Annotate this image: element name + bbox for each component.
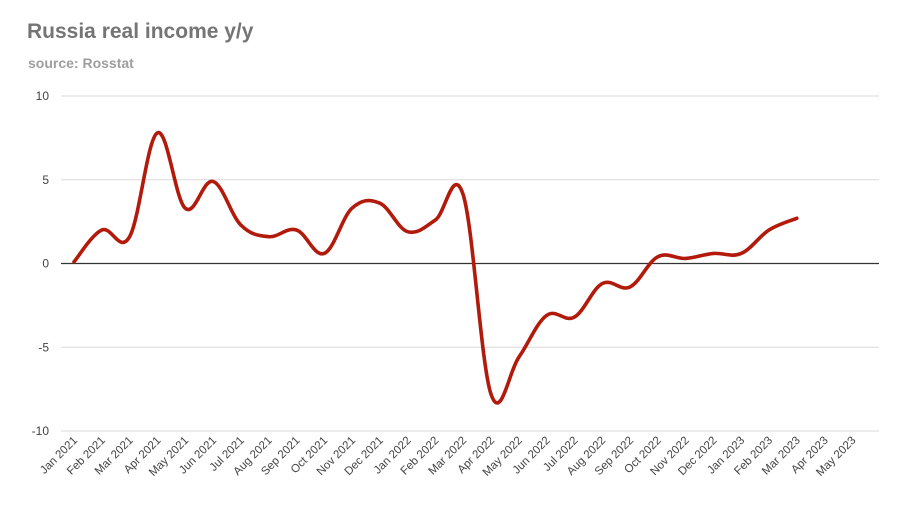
y-axis-ticks: 10 5 0 -5 -10: [32, 89, 50, 438]
y-tick-label: 10: [36, 89, 50, 103]
y-tick-label: 5: [42, 173, 49, 187]
y-tick-label: -5: [38, 340, 49, 354]
gridlines: [61, 95, 879, 432]
series-layer: [72, 131, 799, 405]
chart-subtitle: source: Rosstat: [28, 55, 134, 71]
y-tick-label: -10: [32, 424, 50, 438]
chart-title: Russia real income y/y: [27, 20, 254, 43]
y-tick-label: 0: [42, 257, 49, 271]
series-line: [72, 131, 799, 405]
